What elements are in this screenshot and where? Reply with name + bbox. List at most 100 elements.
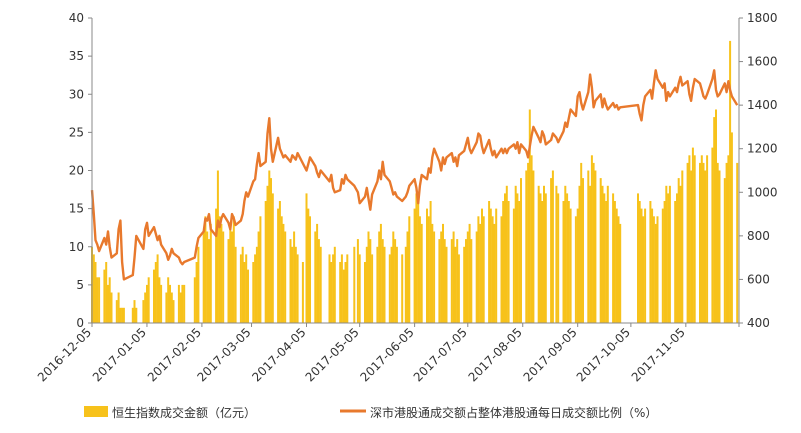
bar [153, 269, 155, 323]
bar [133, 300, 136, 323]
bar [493, 223, 496, 323]
bar [700, 155, 703, 324]
bar [121, 307, 124, 324]
bar [674, 201, 677, 323]
bar [661, 208, 664, 323]
bar [365, 246, 368, 324]
line-series [90, 69, 739, 281]
left-tick-label: 15 [69, 202, 84, 216]
bar [505, 185, 508, 324]
bar [268, 170, 271, 323]
bar [330, 262, 333, 323]
bar [193, 277, 196, 324]
x-tick-label: 2017-07-05 [411, 325, 470, 384]
bar [390, 246, 393, 324]
bar [562, 201, 565, 323]
bar [495, 208, 498, 323]
bar [649, 201, 652, 323]
bar [408, 216, 411, 324]
bar [637, 193, 639, 323]
bar [291, 246, 294, 324]
bar [392, 231, 395, 323]
bar [131, 307, 134, 324]
bar [204, 216, 207, 324]
left-tick-label: 25 [69, 125, 84, 139]
bar [376, 246, 379, 324]
left-axis-ticks: 0 5 10 15 20 25 30 35 40 [69, 11, 92, 330]
legend: 恒生指数成交金额（亿元） 深市港股通成交额占整体港股通每日成交额比例（%） [84, 405, 657, 420]
bar [654, 223, 657, 323]
bar [92, 254, 95, 323]
bar [328, 254, 331, 323]
bar [110, 292, 113, 323]
bar [481, 208, 483, 323]
bar [667, 193, 670, 323]
x-tick-label: 2017-08-05 [466, 325, 525, 384]
bar [550, 178, 553, 323]
bar [450, 239, 453, 323]
bar [301, 262, 304, 323]
bar [711, 147, 714, 323]
bar [296, 254, 299, 323]
bar [227, 239, 230, 323]
bar [716, 162, 719, 323]
bar [482, 216, 485, 324]
bar [638, 201, 641, 323]
bar [232, 216, 235, 324]
bar [468, 223, 471, 323]
right-tick-label: 800 [747, 229, 770, 243]
right-tick-label: 600 [747, 272, 770, 286]
bar [195, 262, 198, 323]
bar [317, 239, 320, 323]
bar [676, 193, 678, 323]
bar [333, 246, 336, 324]
bar [255, 246, 258, 324]
bar [457, 254, 460, 323]
bar [284, 231, 287, 323]
bar [551, 170, 554, 323]
bar [314, 231, 317, 323]
bar [601, 185, 604, 324]
bar [202, 231, 205, 323]
bar [718, 170, 721, 323]
bar [564, 185, 567, 324]
bar [729, 40, 732, 324]
bar [177, 284, 180, 323]
bar [154, 262, 157, 323]
bar [340, 254, 343, 323]
bar [239, 254, 242, 323]
bar [445, 246, 448, 324]
bar [107, 284, 109, 323]
bar [500, 216, 503, 324]
bar [475, 231, 478, 323]
bar [665, 185, 668, 324]
bar [420, 223, 423, 323]
bar [158, 277, 161, 324]
bar [379, 223, 382, 323]
bar [208, 239, 210, 323]
bar [108, 277, 111, 324]
bar [727, 155, 730, 324]
bar [381, 239, 384, 323]
x-axis-ticks: 2016-12-052017-01-052017-02-052017-03-05… [35, 323, 740, 384]
bar [245, 254, 248, 323]
bar [142, 300, 145, 323]
right-axis-ticks: 400 600 800 1000 1200 1400 1600 1800 [739, 11, 778, 330]
left-tick-label: 0 [76, 316, 84, 330]
bar [688, 155, 691, 324]
bar [105, 262, 108, 323]
bar [309, 216, 311, 324]
bar [555, 185, 558, 324]
bar [612, 193, 615, 323]
bar [479, 223, 482, 323]
bar [431, 223, 434, 323]
bar [119, 307, 122, 324]
legend-bar-label: 恒生指数成交金额（亿元） [112, 405, 256, 420]
bar [165, 292, 168, 323]
bar [378, 231, 381, 323]
bar [677, 178, 680, 323]
bar [280, 216, 283, 324]
left-tick-label: 30 [69, 87, 84, 101]
bar [704, 170, 707, 323]
bar [147, 277, 150, 324]
